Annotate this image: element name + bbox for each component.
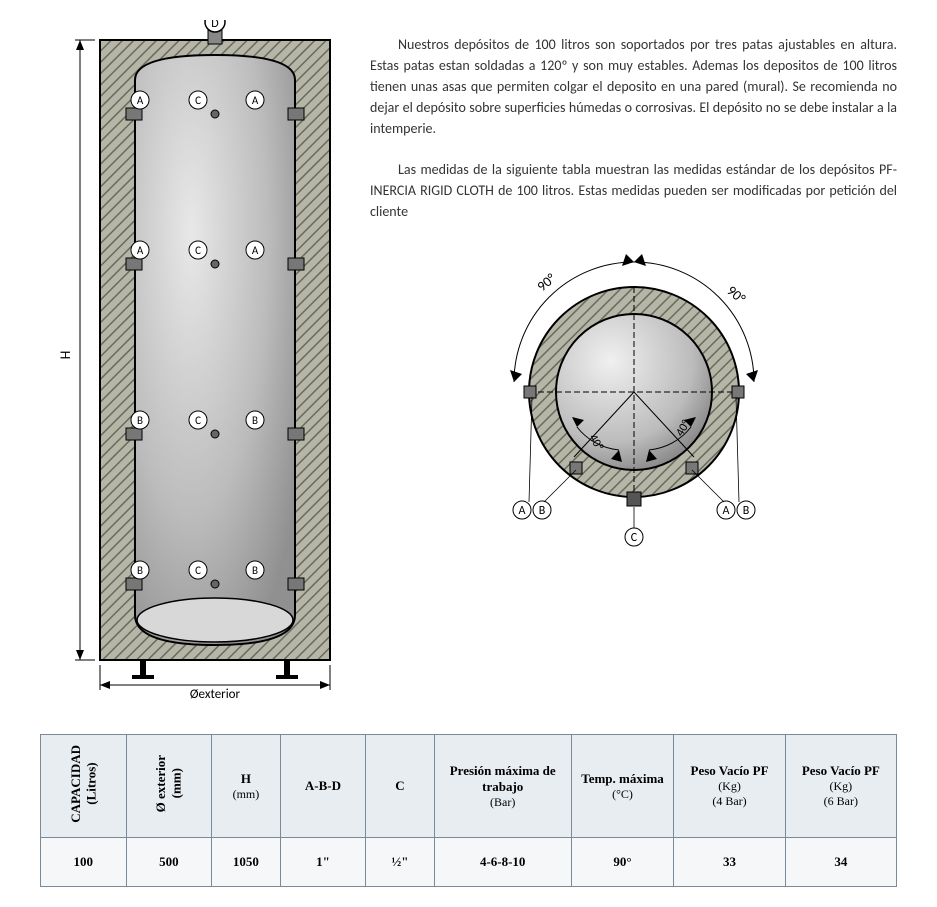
svg-text:A: A — [252, 94, 259, 107]
cell-height: 1050 — [212, 838, 280, 887]
svg-text:C: C — [195, 94, 201, 107]
svg-text:C: C — [195, 244, 201, 257]
svg-text:B: B — [137, 414, 143, 427]
diameter-dim-label: Øexterior — [190, 687, 241, 700]
cell-weight-4bar: 33 — [674, 838, 785, 887]
col-weight-6bar: Peso Vacío PF(Kg)(6 Bar) — [785, 735, 896, 838]
description-column: Nuestros depósitos de 100 litros son sop… — [370, 20, 897, 704]
svg-text:B: B — [137, 564, 143, 577]
svg-text:A: A — [252, 244, 259, 257]
svg-text:A: A — [518, 504, 525, 518]
top-view-diagram: 90° 90° 40° 40° — [370, 252, 897, 552]
table-row: 100 500 1050 1" ½" 4-6-8-10 90° 33 34 — [41, 838, 897, 887]
svg-text:A: A — [137, 94, 144, 107]
svg-text:C: C — [195, 564, 201, 577]
svg-text:C: C — [630, 531, 637, 545]
cell-diameter: 500 — [126, 838, 212, 887]
col-pressure: Presión máxima de trabajo(Bar) — [434, 735, 571, 838]
col-abd: A-B-D — [280, 735, 366, 838]
cell-weight-6bar: 34 — [785, 838, 896, 887]
svg-text:B: B — [252, 564, 258, 577]
svg-text:B: B — [742, 504, 749, 518]
cell-temp: 90° — [571, 838, 674, 887]
svg-text:B: B — [252, 414, 258, 427]
connector-d-label: D — [211, 20, 218, 31]
svg-text:A: A — [722, 504, 729, 518]
height-dim-label: H — [57, 351, 74, 360]
table-header-row: CAPACIDAD(Litros) Ø exterior(mm) H(mm) A… — [41, 735, 897, 838]
svg-text:B: B — [538, 504, 545, 518]
cell-pressure: 4-6-8-10 — [434, 838, 571, 887]
angle-90-right: 90° — [723, 282, 749, 307]
col-height: H(mm) — [212, 735, 280, 838]
col-weight-4bar: Peso Vacío PF(Kg)(4 Bar) — [674, 735, 785, 838]
col-capacity: CAPACIDAD(Litros) — [41, 735, 127, 838]
paragraph-2: Las medidas de la siguiente tabla muestr… — [370, 159, 897, 222]
cell-abd: 1" — [280, 838, 366, 887]
svg-text:C: C — [195, 414, 201, 427]
col-c: C — [366, 735, 434, 838]
cell-capacity: 100 — [41, 838, 127, 887]
paragraph-1: Nuestros depósitos de 100 litros son sop… — [370, 34, 897, 139]
spec-table: CAPACIDAD(Litros) Ø exterior(mm) H(mm) A… — [40, 734, 897, 887]
top-section: H D A C A — [40, 20, 897, 704]
col-diameter: Ø exterior(mm) — [126, 735, 212, 838]
cell-c: ½" — [366, 838, 434, 887]
svg-text:A: A — [137, 244, 144, 257]
col-temp: Temp. máxima(°C) — [571, 735, 674, 838]
side-view-diagram: H D A C A — [40, 20, 350, 704]
